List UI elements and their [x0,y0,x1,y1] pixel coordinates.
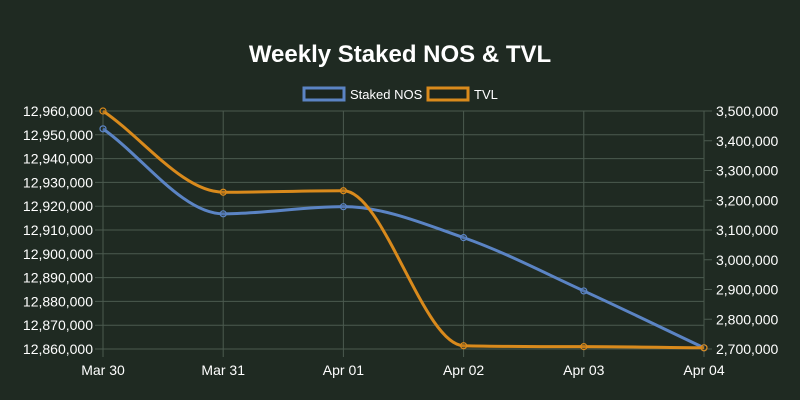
y-right-tick-label: 2,900,000 [716,282,778,298]
y-right-tick-label: 3,000,000 [716,252,778,268]
legend-label-staked-nos: Staked NOS [350,87,423,102]
data-point-staked-nos [580,287,588,295]
data-point-tvl [460,342,468,350]
chart-title: Weekly Staked NOS & TVL [249,41,551,68]
x-tick-label: Mar 30 [81,362,125,378]
y-right-tick-label: 3,400,000 [716,133,778,149]
x-tick-label: Apr 03 [563,362,604,378]
x-tick-label: Mar 31 [201,362,245,378]
data-point-staked-nos [99,125,107,133]
y-left-tick-label: 12,860,000 [23,341,93,357]
grid-layer [95,110,712,357]
legend: Staked NOS TVL [302,86,498,102]
data-point-tvl [99,107,107,115]
data-point-tvl [580,343,588,351]
legend-swatch-tvl [426,86,470,102]
y-right-tick-label: 3,500,000 [716,103,778,119]
y-left-tick-label: 12,900,000 [23,246,93,262]
series-line-staked-nos [102,127,705,350]
y-left-tick-label: 12,960,000 [23,103,93,119]
y-left-tick-label: 12,920,000 [23,198,93,214]
series-layer [99,107,708,352]
axis-layer: 12,960,000 12,950,000 12,940,000 12,930,000… [23,103,779,378]
x-tick-label: Apr 02 [443,362,484,378]
y-left-tick-label: 12,890,000 [23,270,93,286]
series-line-tvl [102,109,705,350]
data-point-staked-nos [339,203,347,211]
y-left-tick-label: 12,910,000 [23,222,93,238]
y-left-tick-label: 12,870,000 [23,317,93,333]
y-left-tick-label: 12,880,000 [23,293,93,309]
data-point-tvl [339,187,347,195]
legend-label-tvl: TVL [474,87,498,102]
y-right-tick-label: 3,300,000 [716,163,778,179]
x-tick-label: Apr 04 [683,362,724,378]
x-tick-label: Apr 01 [323,362,364,378]
y-left-tick-label: 12,940,000 [23,151,93,167]
y-left-tick-label: 12,950,000 [23,127,93,143]
legend-swatch-staked-nos [302,86,346,102]
data-point-staked-nos [219,210,227,218]
data-point-tvl [219,188,227,196]
y-right-tick-label: 2,800,000 [716,311,778,327]
y-left-tick-label: 12,930,000 [23,174,93,190]
y-right-tick-label: 3,200,000 [716,192,778,208]
y-right-tick-label: 2,700,000 [716,341,778,357]
data-point-tvl [700,344,708,352]
y-right-tick-label: 3,100,000 [716,222,778,238]
data-point-staked-nos [460,234,468,242]
